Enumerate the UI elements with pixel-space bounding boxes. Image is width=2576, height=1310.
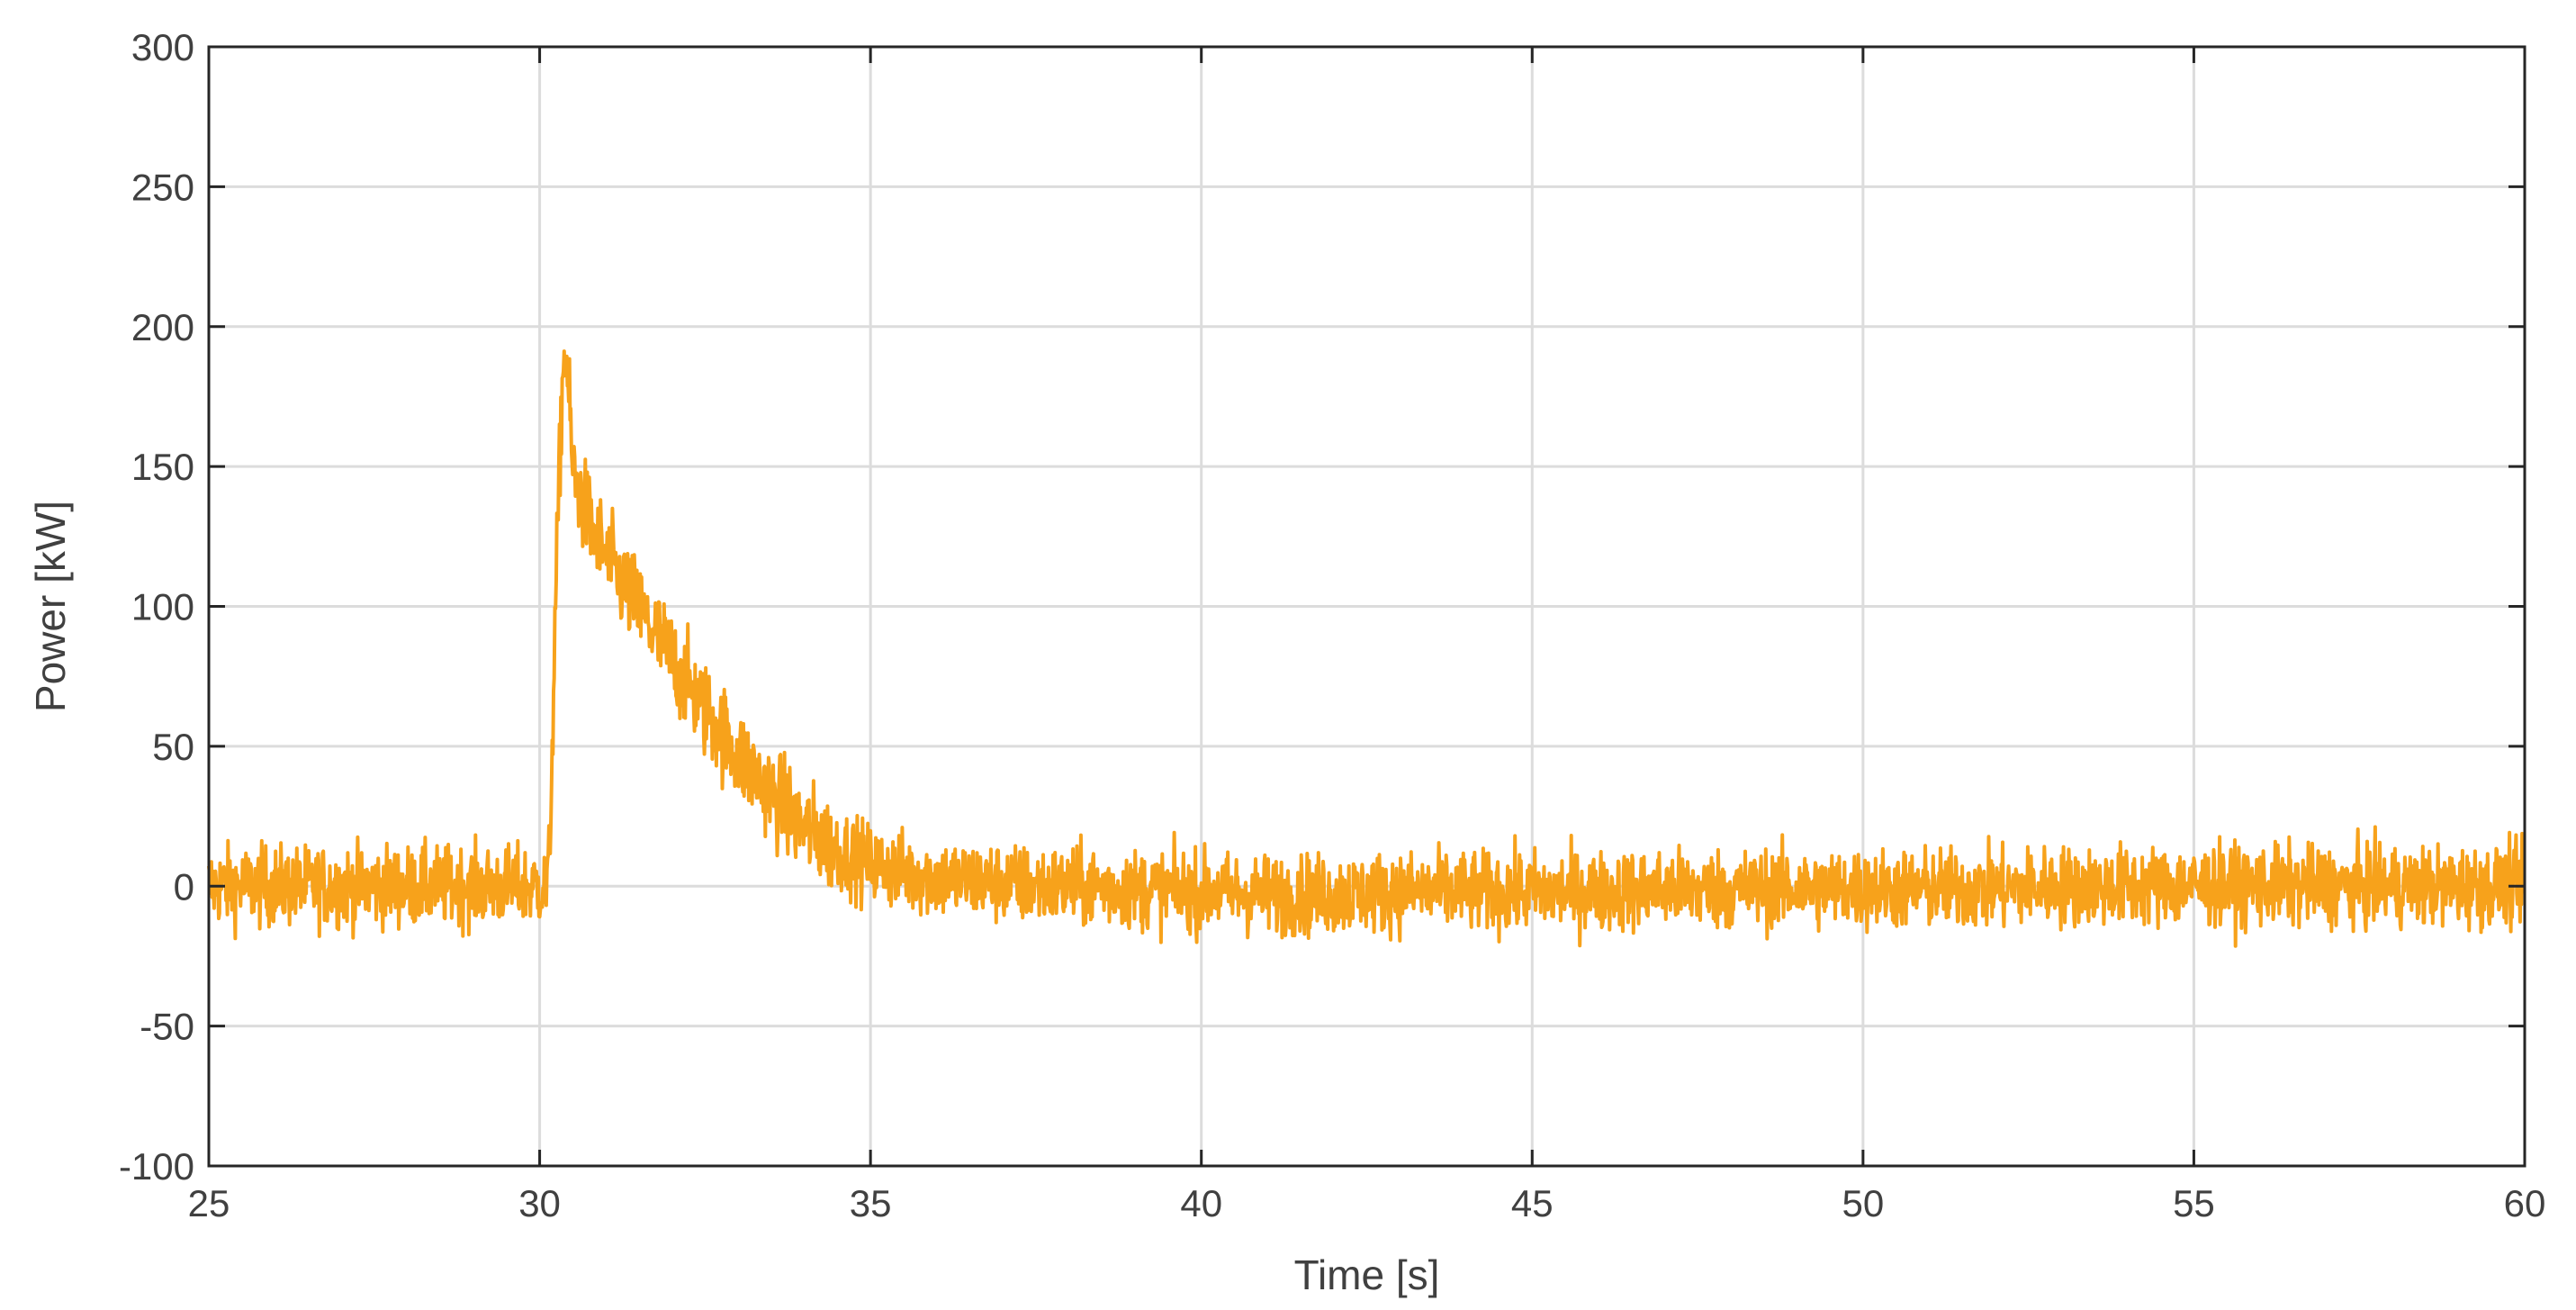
x-tick-label: 30 — [518, 1182, 561, 1224]
x-tick-labels: 25 30 35 40 45 50 55 60 — [188, 1182, 2546, 1224]
x-tick-label: 45 — [1511, 1182, 1554, 1224]
x-axis-label: Time [s] — [1294, 1251, 1440, 1298]
y-tick-labels: -100 -50 0 50 100 150 200 250 300 — [119, 26, 194, 1188]
y-tick-label: 0 — [174, 865, 194, 908]
y-tick-label: -100 — [119, 1145, 194, 1188]
x-tick-label: 60 — [2504, 1182, 2546, 1224]
x-tick-label: 25 — [188, 1182, 230, 1224]
data-layer — [207, 349, 2526, 948]
x-tick-label: 50 — [1842, 1182, 1884, 1224]
y-tick-label: 300 — [131, 26, 194, 68]
x-tick-label: 40 — [1180, 1182, 1222, 1224]
y-tick-label: 200 — [131, 306, 194, 348]
x-tick-label: 35 — [850, 1182, 892, 1224]
power-series-line — [207, 349, 2526, 948]
ticks — [207, 45, 2526, 1168]
y-tick-label: 50 — [152, 726, 194, 768]
y-tick-label: 100 — [131, 586, 194, 628]
y-axis-label: Power [kW] — [27, 501, 74, 712]
y-tick-label: -50 — [140, 1006, 194, 1048]
y-tick-label: 250 — [131, 166, 194, 208]
x-tick-label: 55 — [2173, 1182, 2215, 1224]
y-tick-label: 150 — [131, 446, 194, 488]
